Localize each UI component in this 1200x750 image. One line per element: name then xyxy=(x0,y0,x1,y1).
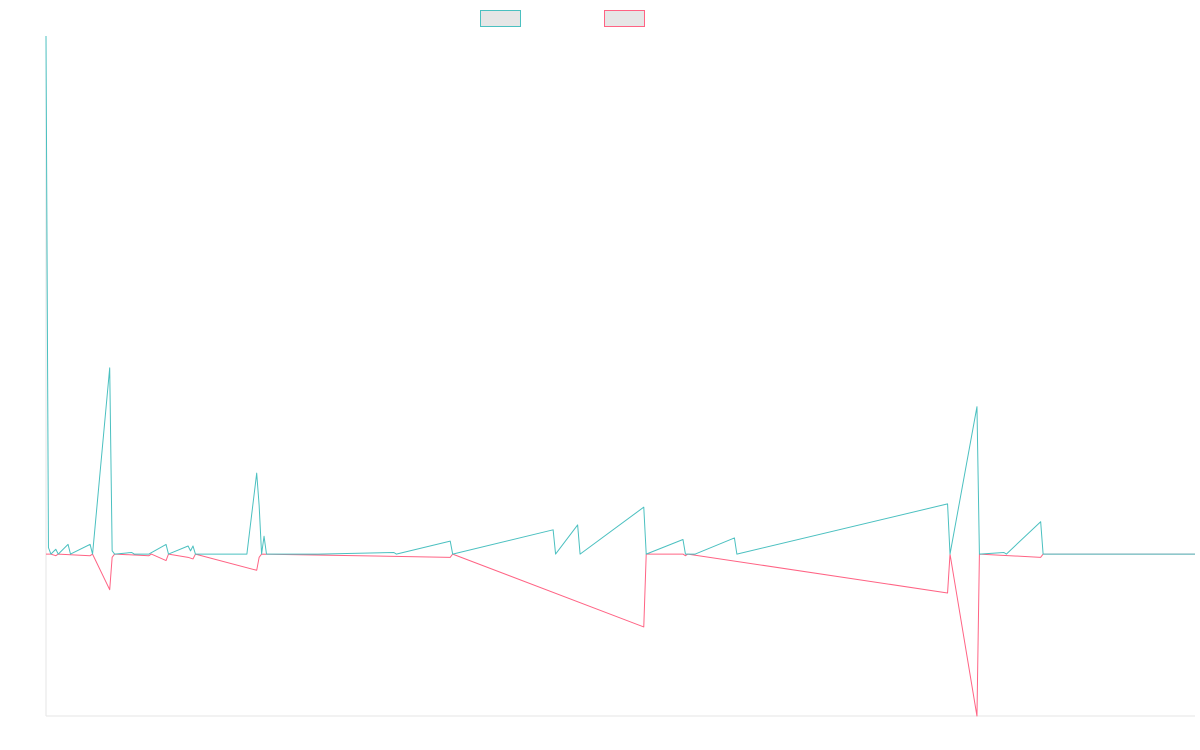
legend-item-2[interactable] xyxy=(604,10,645,27)
legend-item-1[interactable] xyxy=(480,10,521,27)
series-lines xyxy=(45,35,1195,717)
chart-axes xyxy=(45,36,1195,717)
legend-swatch-1[interactable] xyxy=(480,10,521,27)
chart-legend[interactable] xyxy=(480,10,645,27)
series-line-1 xyxy=(45,35,1195,555)
series-line-2 xyxy=(46,553,1195,717)
legend-swatch-2[interactable] xyxy=(604,10,645,27)
